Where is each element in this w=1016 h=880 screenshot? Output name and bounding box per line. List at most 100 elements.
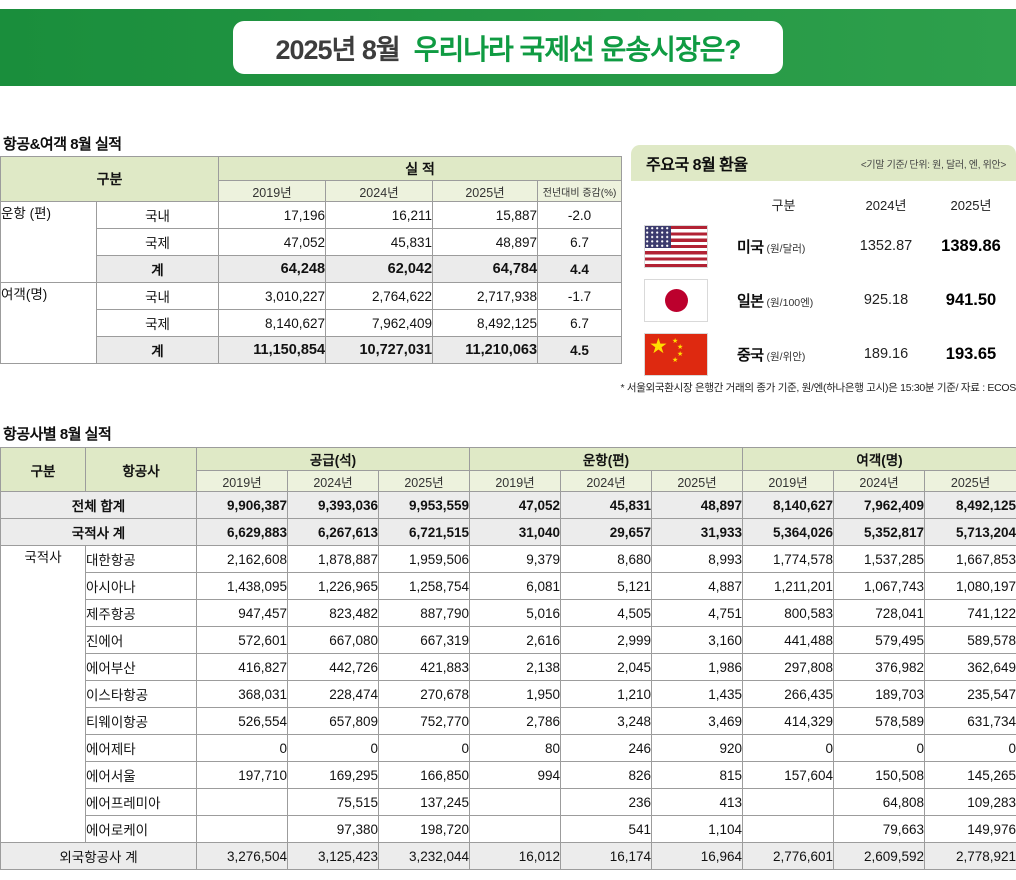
value-cell: 0 (833, 734, 926, 762)
flag-cell (631, 225, 721, 267)
value-cell (742, 788, 835, 816)
value-cell: 8,680 (560, 545, 653, 573)
value-cell: 1,067,743 (833, 572, 926, 600)
value-cell: 16,211 (325, 201, 434, 229)
col-header-passengers: 여객(명) (742, 447, 1016, 471)
us-flag-canton (645, 225, 671, 248)
value-cell (196, 788, 288, 816)
fx-row: 일본 (원/100엔) 925.18 941.50 (631, 273, 1016, 327)
value-cell: 64,784 (432, 255, 539, 283)
table-row: 계 11,150,854 10,727,031 11,210,063 4.5 (1, 336, 623, 364)
china-flag: ★ ★ ★ ★ ★ (645, 333, 707, 375)
value-cell: 109,283 (924, 788, 1016, 816)
value-cell (469, 815, 562, 843)
col-header-2025: 2025년 (651, 470, 744, 492)
value-cell: 815 (651, 761, 744, 789)
value-cell (196, 815, 288, 843)
value-cell: 3,469 (651, 707, 744, 735)
value-cell: 1,435 (651, 680, 744, 708)
value-cell: 189,703 (833, 680, 926, 708)
value-cell: 3,248 (560, 707, 653, 735)
currency-unit: (원/위안) (763, 350, 806, 363)
value-cell: 7,962,409 (833, 491, 926, 519)
value-cell: 9,379 (469, 545, 562, 573)
value-cell: 5,364,026 (742, 518, 835, 546)
value-cell: 11,150,854 (218, 336, 327, 364)
value-cell: 994 (469, 761, 562, 789)
summary-label: 전체 합계 (0, 491, 197, 519)
value-cell: 7,962,409 (325, 309, 434, 337)
col-header-2019: 2019년 (742, 470, 835, 492)
value-cell (742, 815, 835, 843)
value-cell: 667,080 (287, 626, 379, 654)
value-cell: 526,554 (196, 707, 288, 735)
value-cell: 657,809 (287, 707, 379, 735)
table-row: 진에어 572,601 667,080 667,319 2,616 2,999 3,160 4… (1, 626, 1016, 654)
fx-col-2024: 2024년 (865, 197, 907, 213)
country-name: 중국 (737, 346, 764, 364)
section-title-airlines: 항공사별 8월 실적 (3, 426, 112, 443)
value-cell: 266,435 (742, 680, 835, 708)
value-cell: 2,162,608 (196, 545, 288, 573)
col-header-2024: 2024년 (287, 470, 379, 492)
value-cell: 2,609,592 (833, 842, 926, 870)
col-header-2025: 2025년 (377, 470, 471, 492)
value-cell: 4,505 (560, 599, 653, 627)
ops-pax-table: 구분 실 적 2019년 2024년 2025년 전년대비 증감(%) 운항 (… (0, 156, 623, 364)
star-icon: ★ (677, 350, 684, 358)
value-cell: 8,492,125 (924, 491, 1016, 519)
airline-name: 이스타항공 (85, 680, 197, 708)
col-header-2024: 2024년 (560, 470, 653, 492)
value-cell: 3,125,423 (287, 842, 379, 870)
yoy-cell: 4.5 (537, 336, 623, 364)
row-label: 국제 (95, 228, 220, 256)
value-cell: 0 (742, 734, 835, 762)
value-cell: 9,953,559 (377, 491, 471, 519)
fx-2024-value: 1352.87 (859, 238, 913, 254)
airline-name: 아시아나 (85, 572, 197, 600)
value-cell: 421,883 (377, 653, 471, 681)
value-cell: 150,508 (833, 761, 926, 789)
row-label: 계 (95, 255, 220, 283)
value-cell: 2,999 (560, 626, 653, 654)
table-row: 국제 47,052 45,831 48,897 6.7 (1, 228, 623, 256)
table-year-header-row: 2019년 2024년 2025년 2019년 2024년 2025년 2019… (1, 470, 1016, 492)
value-cell: 4,887 (651, 572, 744, 600)
value-cell: 17,196 (218, 201, 327, 229)
table-row: 에어로케이 97,380 198,720 541 1,104 79,663 149,976 (1, 815, 1016, 843)
value-cell: 2,764,622 (325, 282, 434, 310)
value-cell: 920 (651, 734, 744, 762)
col-header-airline: 항공사 (85, 447, 197, 492)
value-cell: 197,710 (196, 761, 288, 789)
value-cell: 80 (469, 734, 562, 762)
value-cell: 29,657 (560, 518, 653, 546)
value-cell: 541 (560, 815, 653, 843)
value-cell: 441,488 (742, 626, 835, 654)
airline-name: 에어로케이 (85, 815, 197, 843)
table-row: 계 64,248 62,042 64,784 4.4 (1, 255, 623, 283)
value-cell: 10,727,031 (325, 336, 434, 364)
value-cell: 741,122 (924, 599, 1016, 627)
fx-col-2025: 2025년 (950, 197, 992, 213)
col-header-category: 구분 (0, 156, 220, 202)
col-header-2019: 2019년 (469, 470, 562, 492)
value-cell: 416,827 (196, 653, 288, 681)
table-row: 여객(명) 국내 3,010,227 2,764,622 2,717,938 -1.7 (0, 282, 623, 364)
value-cell: 5,121 (560, 572, 653, 600)
col-header-2024: 2024년 (325, 180, 434, 202)
country-label: 미국 (원/달러) (721, 236, 846, 257)
value-cell: 0 (377, 734, 471, 762)
value-cell: 297,808 (742, 653, 835, 681)
yoy-cell: 6.7 (537, 228, 623, 256)
value-cell: 442,726 (287, 653, 379, 681)
col-header-2019: 2019년 (196, 470, 288, 492)
row-group-label: 여객(명) (0, 282, 97, 364)
value-cell: 1,667,853 (924, 545, 1016, 573)
value-cell: 6,267,613 (287, 518, 379, 546)
airline-name: 에어프레미아 (85, 788, 197, 816)
value-cell: 48,897 (651, 491, 744, 519)
table-row: 국제 8,140,627 7,962,409 8,492,125 6.7 (1, 309, 623, 337)
value-cell: 169,295 (287, 761, 379, 789)
value-cell: 8,492,125 (432, 309, 539, 337)
